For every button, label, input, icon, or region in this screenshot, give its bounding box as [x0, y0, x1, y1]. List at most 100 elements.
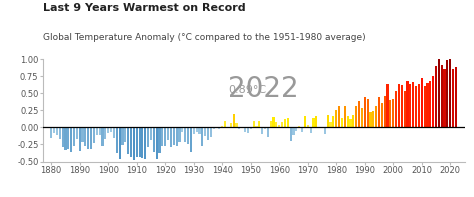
Bar	[133, 127, 135, 160]
Bar	[244, 127, 246, 132]
Bar	[250, 127, 252, 129]
Bar	[258, 121, 260, 127]
Bar	[247, 127, 249, 133]
Bar	[50, 127, 52, 138]
Bar	[366, 99, 369, 127]
Bar	[201, 127, 203, 146]
Bar	[424, 86, 426, 127]
Bar	[175, 127, 178, 146]
Bar	[295, 127, 297, 131]
Bar	[261, 127, 263, 134]
Bar	[141, 127, 144, 158]
Text: Last 9 Years Warmest on Record: Last 9 Years Warmest on Record	[43, 3, 245, 13]
Bar	[310, 127, 312, 133]
Bar	[418, 84, 420, 127]
Bar	[90, 127, 92, 149]
Bar	[278, 125, 280, 127]
Bar	[378, 97, 380, 127]
Bar	[204, 127, 206, 136]
Bar	[116, 127, 118, 153]
Bar	[327, 115, 329, 127]
Bar	[315, 116, 318, 127]
Bar	[147, 127, 149, 147]
Bar	[64, 127, 66, 150]
Bar	[284, 119, 286, 127]
Bar	[62, 127, 64, 147]
Bar	[304, 116, 306, 127]
Bar	[438, 59, 440, 127]
Bar	[375, 106, 377, 127]
Bar	[401, 85, 403, 127]
Bar	[127, 127, 129, 154]
Bar	[421, 78, 423, 127]
Bar	[432, 76, 434, 127]
Bar	[389, 100, 392, 127]
Bar	[73, 127, 75, 146]
Bar	[236, 123, 237, 127]
Bar	[395, 90, 397, 127]
Bar	[409, 84, 411, 127]
Bar	[270, 121, 272, 127]
Bar	[82, 127, 83, 142]
Bar	[101, 127, 104, 146]
Bar	[138, 127, 141, 157]
Bar	[221, 126, 223, 127]
Bar	[79, 127, 81, 151]
Bar	[238, 127, 240, 129]
Bar	[67, 127, 69, 149]
Bar	[298, 126, 300, 127]
Bar	[369, 112, 372, 127]
Bar	[118, 127, 121, 160]
Bar	[318, 127, 320, 128]
Bar	[173, 127, 175, 145]
Bar	[281, 122, 283, 127]
Bar	[158, 127, 161, 153]
Bar	[56, 127, 58, 135]
Bar	[150, 127, 152, 140]
Bar	[273, 117, 274, 127]
Bar	[96, 127, 98, 135]
Bar	[124, 127, 127, 142]
Bar	[307, 125, 309, 127]
Bar	[452, 69, 454, 127]
Bar	[361, 108, 363, 127]
Bar	[301, 127, 303, 132]
Bar	[104, 127, 107, 139]
Bar	[335, 110, 337, 127]
Bar	[161, 127, 164, 146]
Bar	[381, 103, 383, 127]
Bar	[59, 127, 61, 139]
Bar	[324, 127, 326, 134]
Bar	[76, 127, 78, 139]
Bar	[447, 60, 448, 127]
Bar	[93, 127, 95, 143]
Bar	[219, 127, 220, 129]
Bar	[181, 127, 183, 132]
Bar	[403, 90, 406, 127]
Bar	[87, 127, 89, 149]
Bar	[155, 127, 158, 159]
Bar	[321, 127, 323, 128]
Bar	[344, 106, 346, 127]
Bar	[110, 127, 112, 132]
Bar	[207, 127, 209, 140]
Bar	[213, 127, 215, 129]
Bar	[392, 99, 394, 127]
Bar	[107, 127, 109, 133]
Bar	[435, 66, 437, 127]
Bar	[429, 81, 431, 127]
Bar	[292, 127, 294, 135]
Text: Global Temperature Anomaly (°C compared to the 1951-1980 average): Global Temperature Anomaly (°C compared …	[43, 33, 365, 42]
Bar	[130, 127, 132, 157]
Bar	[364, 97, 366, 127]
Bar	[144, 127, 146, 159]
Bar	[449, 58, 451, 127]
Bar	[192, 127, 195, 134]
Bar	[198, 127, 201, 134]
Bar	[352, 115, 355, 127]
Bar	[358, 101, 360, 127]
Bar	[444, 69, 446, 127]
Bar	[455, 67, 457, 127]
Bar	[241, 127, 243, 128]
Bar	[386, 84, 389, 127]
